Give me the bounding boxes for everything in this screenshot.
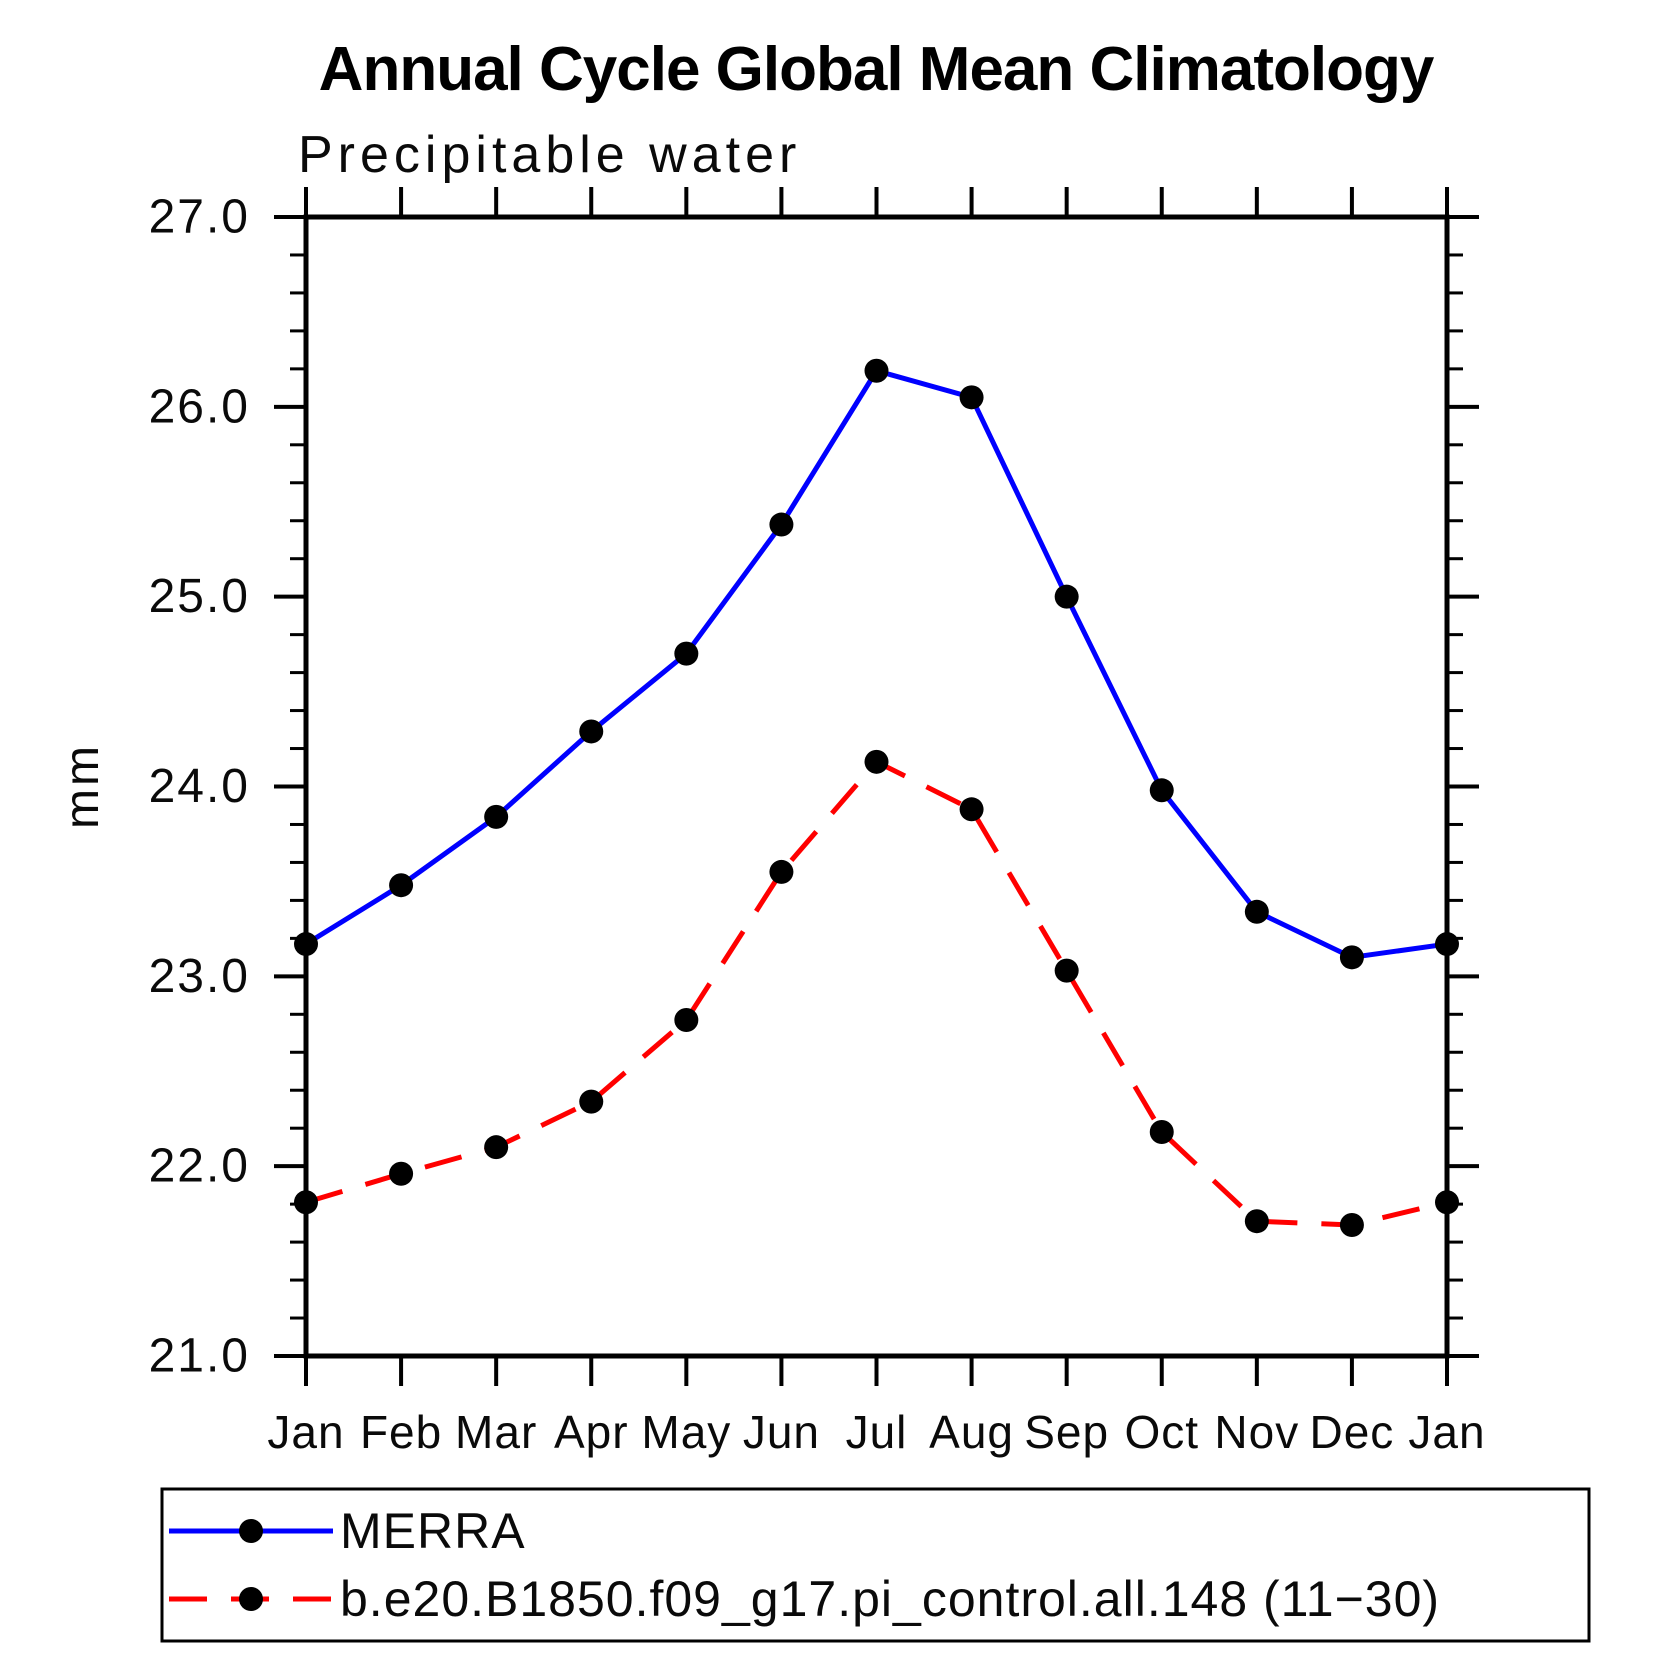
data-point (864, 358, 889, 383)
data-point (959, 797, 984, 822)
x-tick-label: Jun (743, 1406, 820, 1458)
y-tick-label: 25.0 (149, 570, 250, 623)
y-tick-label: 21.0 (149, 1330, 250, 1383)
data-point (1435, 1190, 1459, 1215)
data-point (769, 512, 794, 537)
data-point (389, 873, 414, 898)
legend-sample-marker (239, 1519, 263, 1543)
data-point (579, 719, 604, 744)
data-point (389, 1161, 414, 1186)
legend-label: MERRA (340, 1503, 526, 1559)
data-point (1339, 945, 1364, 970)
legend-label: b.e20.B1850.f09_g17.pi_control.all.148 (… (340, 1571, 1440, 1627)
data-point (579, 1089, 604, 1114)
y-tick-label: 27.0 (149, 191, 250, 244)
data-point (294, 932, 318, 957)
x-tick-label: May (641, 1406, 731, 1458)
data-point (1149, 1119, 1174, 1144)
data-point (674, 1007, 699, 1032)
x-tick-label: Feb (360, 1406, 442, 1458)
data-point (1435, 932, 1459, 957)
x-tick-label: Oct (1124, 1406, 1199, 1458)
legend-box (160, 1487, 1591, 1643)
x-tick-label: Nov (1214, 1406, 1299, 1458)
chart-subtitle: Precipitable water (298, 126, 801, 184)
data-point (484, 804, 509, 829)
y-tick-label: 23.0 (149, 950, 250, 1003)
plot-frame (303, 214, 1450, 1359)
legend-rows: MERRA b.e20.B1850.f09_g17.pi_control.all.… (169, 1503, 1440, 1627)
y-tick-label: 26.0 (149, 380, 250, 433)
data-point (769, 859, 794, 884)
x-tick-label: Jan (267, 1406, 344, 1458)
x-tick-label: Jul (846, 1406, 908, 1458)
data-series (294, 358, 1459, 1238)
data-point (484, 1135, 509, 1160)
x-axis-tick-labels: Jan Feb Mar Apr May Jun Jul Aug Sep Oct Nov Dec Jan (267, 1406, 1485, 1458)
data-point (294, 1190, 318, 1215)
x-tick-label: Apr (554, 1406, 629, 1458)
data-point (1054, 958, 1079, 983)
x-tick-label: Aug (929, 1406, 1014, 1458)
x-tick-label: Jan (1408, 1406, 1485, 1458)
legend-sample-marker (239, 1587, 263, 1611)
data-point (1339, 1213, 1364, 1238)
y-axis-label: mm (56, 743, 109, 829)
y-axis-tick-labels: 21.0 22.0 23.0 24.0 25.0 26.0 27.0 (149, 191, 250, 1383)
data-point (674, 641, 699, 666)
chart-title: Annual Cycle Global Mean Climatology (319, 35, 1435, 104)
data-point (1244, 899, 1269, 924)
y-tick-label: 24.0 (149, 760, 250, 813)
data-point (864, 749, 889, 774)
x-tick-label: Mar (455, 1406, 537, 1458)
data-point (1149, 778, 1174, 803)
x-tick-label: Sep (1024, 1406, 1109, 1458)
data-point (959, 385, 984, 410)
data-point (1054, 584, 1079, 609)
plot-axes (274, 187, 1479, 1386)
x-tick-label: Dec (1310, 1406, 1395, 1458)
data-point (1244, 1209, 1269, 1234)
legend: MERRA b.e20.B1850.f09_g17.pi_control.all.… (160, 1487, 1591, 1643)
series-line-merra (304, 367, 1448, 960)
y-tick-label: 22.0 (149, 1140, 250, 1193)
